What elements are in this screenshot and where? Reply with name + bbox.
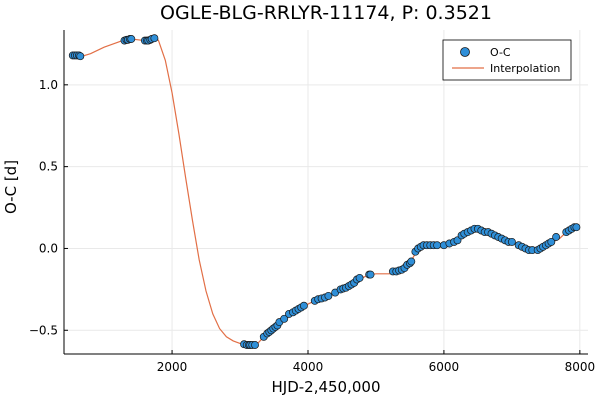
x-axis-label: HJD-2,450,000 <box>271 378 380 396</box>
data-point <box>552 233 561 241</box>
legend-marker-oc <box>460 47 470 57</box>
data-point <box>280 314 289 323</box>
data-points-group <box>68 34 581 349</box>
y-tick-label: 0.5 <box>39 160 58 174</box>
data-point <box>572 223 581 232</box>
legend-box <box>442 39 572 81</box>
data-point <box>507 237 516 246</box>
data-point <box>127 35 136 43</box>
legend: O-C Interpolation <box>442 39 572 81</box>
chart-title: OGLE-BLG-RRLYR-11174, P: 0.3521 <box>160 2 492 24</box>
data-point <box>251 341 259 349</box>
data-point <box>299 301 308 310</box>
data-point <box>407 257 416 266</box>
y-tick-label: −0.5 <box>29 323 58 337</box>
data-point <box>150 34 159 43</box>
axes: 2000 4000 6000 8000 −0.5 0.0 0.5 1.0 <box>29 30 595 374</box>
data-point <box>366 270 375 279</box>
y-tick-label: 0.0 <box>39 241 58 255</box>
data-point <box>433 241 442 250</box>
grid <box>64 30 588 354</box>
x-tick-label: 4000 <box>293 360 324 374</box>
data-point <box>547 237 556 246</box>
data-point <box>324 291 333 300</box>
x-tick-label: 8000 <box>565 360 596 374</box>
x-tick-label: 2000 <box>157 360 188 374</box>
y-axis-label: O-C [d] <box>2 160 20 214</box>
y-tick-label: 1.0 <box>39 78 58 92</box>
legend-label-interpolation: Interpolation <box>490 62 560 75</box>
data-point <box>76 52 85 61</box>
data-point <box>355 273 364 282</box>
legend-label-oc: O-C <box>490 46 511 59</box>
x-tick-label: 6000 <box>429 360 460 374</box>
